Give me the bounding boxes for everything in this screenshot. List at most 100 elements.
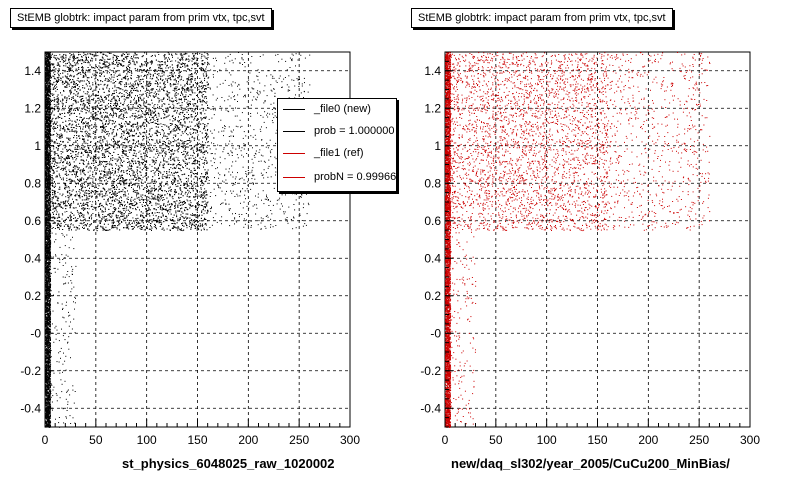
scatter-point <box>47 327 48 329</box>
scatter-point <box>53 370 55 372</box>
scatter-point <box>46 74 48 76</box>
scatter-point <box>45 223 47 225</box>
scatter-point <box>47 414 49 416</box>
scatter-point <box>48 332 50 333</box>
scatter-point <box>47 167 49 169</box>
scatter-point <box>48 174 50 176</box>
scatter-point <box>45 349 47 351</box>
scatter-point <box>50 190 51 192</box>
scatter-point <box>48 302 50 304</box>
scatter-point <box>49 159 51 161</box>
scatter-point <box>45 259 47 261</box>
scatter-point <box>46 251 48 253</box>
scatter-point <box>49 294 51 296</box>
scatter-point <box>47 281 49 283</box>
scatter-point <box>45 146 47 148</box>
scatter-point <box>49 289 51 291</box>
scatter-point <box>48 159 49 161</box>
scatter-point <box>47 57 49 58</box>
scatter-point <box>48 172 50 173</box>
scatter-point <box>47 265 49 267</box>
scatter-point <box>45 268 47 270</box>
scatter-point <box>48 403 50 405</box>
scatter-point <box>72 274 73 275</box>
scatter-point <box>46 156 48 158</box>
scatter-point <box>47 356 49 358</box>
scatter-point <box>50 323 51 325</box>
scatter-point <box>65 321 67 323</box>
scatter-point <box>45 265 47 267</box>
scatter-point <box>58 361 60 363</box>
scatter-point <box>48 328 50 330</box>
scatter-point <box>46 129 48 131</box>
scatter-point <box>67 341 69 343</box>
scatter-point <box>45 369 47 370</box>
scatter-point <box>72 417 74 419</box>
scatter-point <box>48 231 50 233</box>
scatter-point <box>46 257 48 259</box>
scatter-point <box>47 241 49 243</box>
scatter-point <box>45 376 47 378</box>
scatter-point <box>47 326 49 328</box>
scatter-point <box>47 210 49 212</box>
scatter-point <box>47 237 49 239</box>
scatter-point <box>49 175 50 177</box>
scatter-point <box>49 317 51 319</box>
scatter-point <box>67 282 69 284</box>
scatter-point <box>46 61 48 63</box>
scatter-point <box>47 181 48 183</box>
scatter-point <box>67 255 69 257</box>
scatter-point <box>46 65 48 67</box>
scatter-point <box>47 99 49 101</box>
scatter-point <box>48 309 50 311</box>
scatter-point <box>47 335 49 337</box>
scatter-point <box>45 266 47 268</box>
scatter-point <box>47 82 49 84</box>
scatter-point <box>49 215 50 217</box>
scatter-point <box>46 365 48 367</box>
scatter-point <box>45 158 47 160</box>
scatter-point <box>46 373 48 374</box>
scatter-point <box>46 94 48 96</box>
scatter-point <box>58 291 60 293</box>
scatter-point <box>49 97 51 99</box>
scatter-point <box>49 88 50 90</box>
scatter-point <box>47 213 49 215</box>
scatter-point <box>48 288 50 290</box>
scatter-point <box>49 325 51 327</box>
scatter-point <box>53 372 55 374</box>
scatter-point <box>49 407 50 409</box>
scatter-point <box>46 404 48 406</box>
scatter-point <box>46 142 48 144</box>
scatter-point <box>46 125 48 127</box>
scatter-point <box>46 387 48 389</box>
scatter-point <box>47 220 49 222</box>
scatter-point <box>46 73 48 75</box>
scatter-point <box>47 114 49 116</box>
scatter-point <box>47 203 49 205</box>
scatter-point <box>49 205 51 207</box>
scatter-point <box>45 52 47 54</box>
scatter-point <box>45 258 47 260</box>
scatter-point <box>49 176 50 178</box>
scatter-point <box>48 422 50 424</box>
scatter-point <box>64 245 66 247</box>
scatter-point <box>45 99 47 101</box>
scatter-point <box>49 171 51 173</box>
scatter-point <box>49 140 51 142</box>
scatter-point <box>47 142 49 144</box>
scatter-point <box>46 170 48 172</box>
scatter-point <box>49 87 51 89</box>
scatter-point <box>67 401 69 403</box>
scatter-point <box>50 298 51 300</box>
scatter-point <box>48 61 49 63</box>
scatter-point <box>48 228 49 230</box>
scatter-point <box>49 320 50 322</box>
scatter-point <box>45 112 47 114</box>
scatter-point <box>49 344 51 346</box>
scatter-point <box>49 214 50 216</box>
scatter-point <box>50 240 52 242</box>
scatter-point <box>45 321 47 323</box>
scatter-point <box>49 106 51 108</box>
scatter-point <box>50 52 51 54</box>
